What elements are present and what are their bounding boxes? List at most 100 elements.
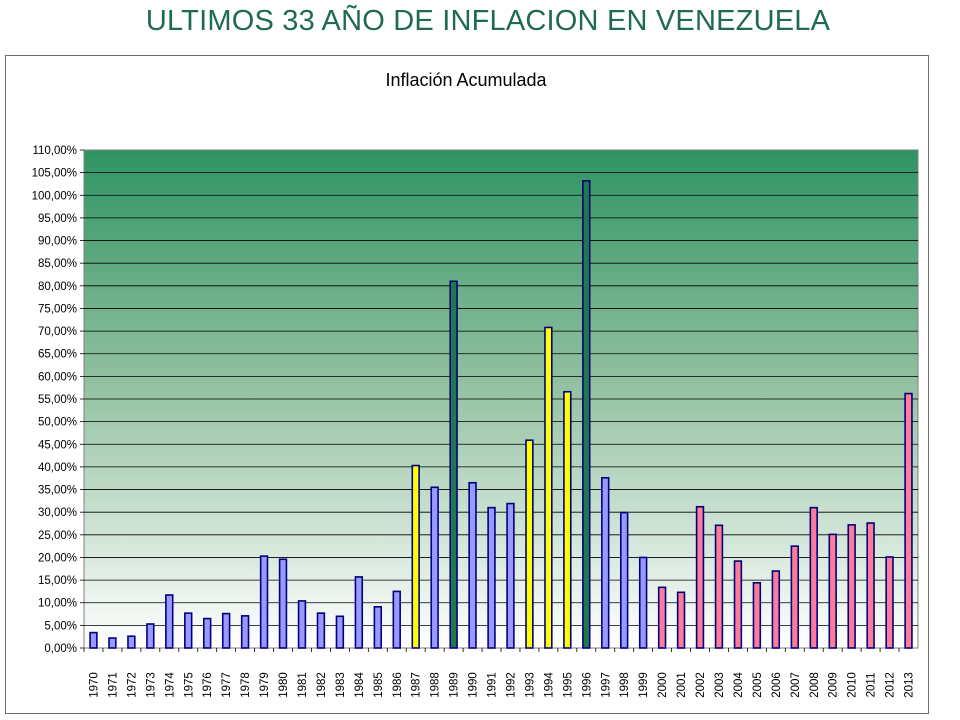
bar-1975 (184, 612, 193, 649)
chart-title: Inflación Acumulada (385, 70, 547, 90)
y-tick-label: 95,00% (38, 213, 77, 225)
x-tick-label: 1971 (107, 672, 119, 698)
x-tick-label: 1990 (468, 672, 480, 698)
x-tick-label: 2008 (809, 672, 821, 698)
bar-1977 (221, 612, 231, 649)
bar-1991 (487, 506, 496, 649)
bar-1970 (89, 631, 98, 649)
bar-2009 (828, 533, 837, 649)
bar-1973 (146, 623, 155, 649)
bar-2002 (695, 505, 705, 649)
y-tick-label: 55,00% (38, 394, 77, 406)
x-tick-label: 1980 (278, 672, 290, 698)
x-tick-label: 1986 (392, 672, 404, 698)
bar-2012 (885, 556, 894, 649)
x-tick-label: 2007 (790, 672, 802, 698)
bar-1994 (544, 326, 553, 649)
slide-title: ULTIMOS 33 AÑO DE INFLACION EN VENEZUELA (145, 5, 831, 37)
x-tick-label: 1997 (600, 672, 612, 698)
y-tick-label: 5,00% (44, 620, 77, 632)
x-tick-label: 1995 (562, 672, 574, 698)
x-tick-label: 1981 (297, 672, 309, 698)
bar-1976 (202, 617, 212, 649)
bar-2000 (657, 586, 667, 649)
x-tick-label: 2011 (866, 673, 878, 698)
x-tick-label: 1988 (430, 672, 442, 698)
bar-1986 (392, 590, 401, 649)
x-tick-label: 1979 (259, 672, 271, 698)
y-tick-label: 30,00% (38, 507, 77, 519)
bar-1987 (411, 464, 420, 649)
bar-1989 (449, 280, 458, 649)
y-tick-label: 65,00% (38, 349, 77, 361)
bar-1990 (468, 481, 477, 649)
x-tick-label: 2010 (847, 672, 859, 698)
x-tick-label: 2003 (714, 672, 726, 698)
bar-1978 (240, 615, 250, 649)
x-tick-label: 2001 (676, 672, 688, 698)
x-tick-label: 1999 (638, 672, 650, 698)
y-tick-label: 35,00% (38, 485, 77, 497)
x-tick-label: 1975 (183, 672, 195, 698)
bar-1985 (373, 606, 383, 649)
x-tick-label: 2013 (904, 672, 916, 698)
x-tick-label: 2005 (752, 672, 764, 698)
x-tick-label: 1984 (354, 672, 366, 698)
y-tick-label: 0,00% (44, 643, 77, 655)
x-tick-label: 1974 (164, 672, 176, 698)
y-tick-label: 85,00% (38, 258, 77, 270)
bar-2007 (790, 545, 800, 649)
bar-1971 (108, 637, 117, 649)
y-tick-label: 100,00% (32, 190, 77, 202)
bar-1998 (619, 511, 629, 649)
y-tick-label: 50,00% (38, 417, 77, 429)
x-tick-label: 1973 (145, 672, 157, 698)
bar-1997 (601, 476, 610, 649)
y-tick-label: 20,00% (38, 552, 77, 564)
x-tick-label: 1983 (335, 672, 347, 698)
bar-1980 (278, 558, 288, 649)
x-axis-ticks: 1970 1971 1972 1973 1974 1975 1976 1977 1978 1979… (83, 648, 916, 698)
bar-1996 (582, 179, 591, 649)
x-tick-label: 2000 (657, 672, 669, 698)
y-axis-ticks: 0,00% 5,00% 10,00% 15,00% 20,00% 25,00% 30,00%… (32, 145, 84, 655)
bar-1974 (165, 594, 174, 649)
x-tick-label: 1989 (449, 672, 461, 698)
bar-1992 (506, 502, 515, 649)
x-tick-label: 1985 (373, 672, 385, 698)
y-tick-label: 105,00% (32, 168, 77, 180)
x-tick-label: 1993 (524, 672, 536, 698)
x-tick-label: 2006 (771, 672, 783, 698)
x-tick-label: 1982 (316, 672, 328, 698)
x-tick-label: 1992 (505, 672, 517, 698)
x-tick-label: 1976 (202, 672, 214, 698)
bar-1983 (335, 615, 345, 649)
bar-1972 (127, 635, 136, 649)
x-tick-label: 2009 (828, 672, 840, 698)
bar-1993 (525, 439, 534, 649)
x-tick-label: 1978 (240, 672, 252, 698)
bar-1981 (297, 600, 307, 649)
bar-1995 (563, 390, 572, 649)
y-tick-label: 80,00% (38, 281, 77, 293)
x-tick-label: 2012 (885, 672, 897, 698)
y-tick-label: 25,00% (38, 530, 77, 542)
x-tick-label: 2002 (695, 672, 707, 698)
x-tick-label: 1977 (221, 672, 233, 698)
bar-2001 (676, 591, 686, 649)
y-tick-label: 70,00% (38, 326, 77, 338)
bar-2008 (809, 506, 818, 649)
bar-2011 (866, 522, 875, 649)
x-tick-label: 1972 (126, 672, 138, 698)
bars (89, 179, 913, 649)
bar-2003 (714, 524, 724, 649)
y-tick-label: 45,00% (38, 439, 77, 451)
x-tick-label: 1991 (487, 672, 499, 698)
bar-1979 (259, 555, 269, 649)
bar-2006 (771, 570, 781, 649)
x-tick-label: 1996 (581, 672, 593, 698)
bar-1999 (638, 556, 648, 649)
y-tick-label: 15,00% (38, 575, 77, 587)
x-tick-label: 1994 (543, 672, 555, 698)
